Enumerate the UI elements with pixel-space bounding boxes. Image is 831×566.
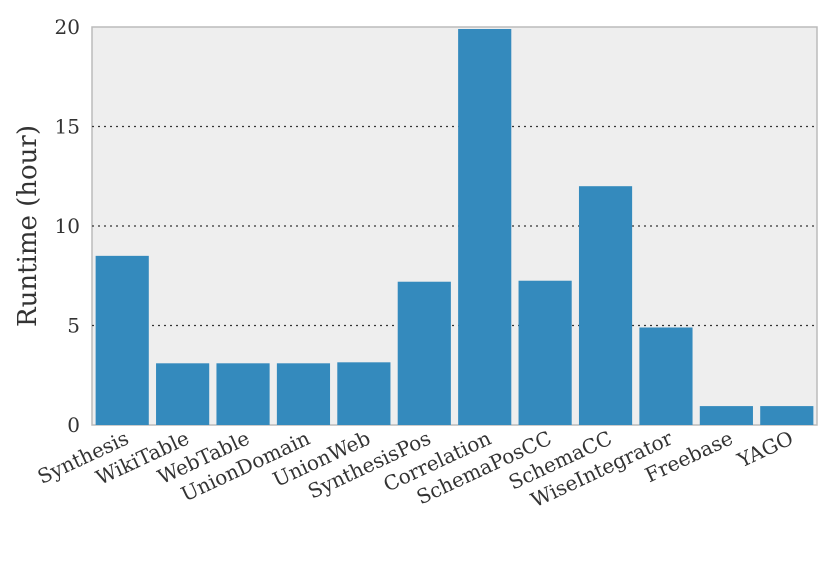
- bar-synthesispos: [397, 281, 451, 425]
- bar-schemaposcc: [518, 280, 572, 425]
- bar-correlation: [458, 28, 512, 426]
- bar-wikitable: [156, 363, 210, 425]
- bar-uniondomain: [276, 363, 331, 425]
- x-axis-labels: SynthesisWikiTableWebTableUnionDomainUni…: [34, 426, 797, 513]
- bar-wiseintegrator: [639, 327, 693, 425]
- bar-webtable: [216, 363, 270, 425]
- y-tick-label: 20: [55, 15, 80, 39]
- bar-unionweb: [337, 362, 391, 425]
- bar-schemacc: [578, 186, 633, 425]
- bar-yago: [760, 406, 814, 425]
- y-axis-ticks: 0 5 10 15 20: [55, 15, 80, 437]
- x-tick-label-yago: YAGO: [733, 426, 797, 473]
- bar-synthesis: [95, 255, 149, 425]
- y-tick-label: 15: [55, 115, 80, 139]
- y-tick-label: 10: [55, 214, 80, 238]
- y-tick-label: 5: [67, 314, 80, 338]
- y-tick-label: 0: [67, 413, 80, 437]
- y-axis-label: Runtime (hour): [13, 125, 43, 327]
- bars: [95, 28, 814, 426]
- bar-freebase: [699, 406, 753, 425]
- grid-lines: [92, 125, 817, 327]
